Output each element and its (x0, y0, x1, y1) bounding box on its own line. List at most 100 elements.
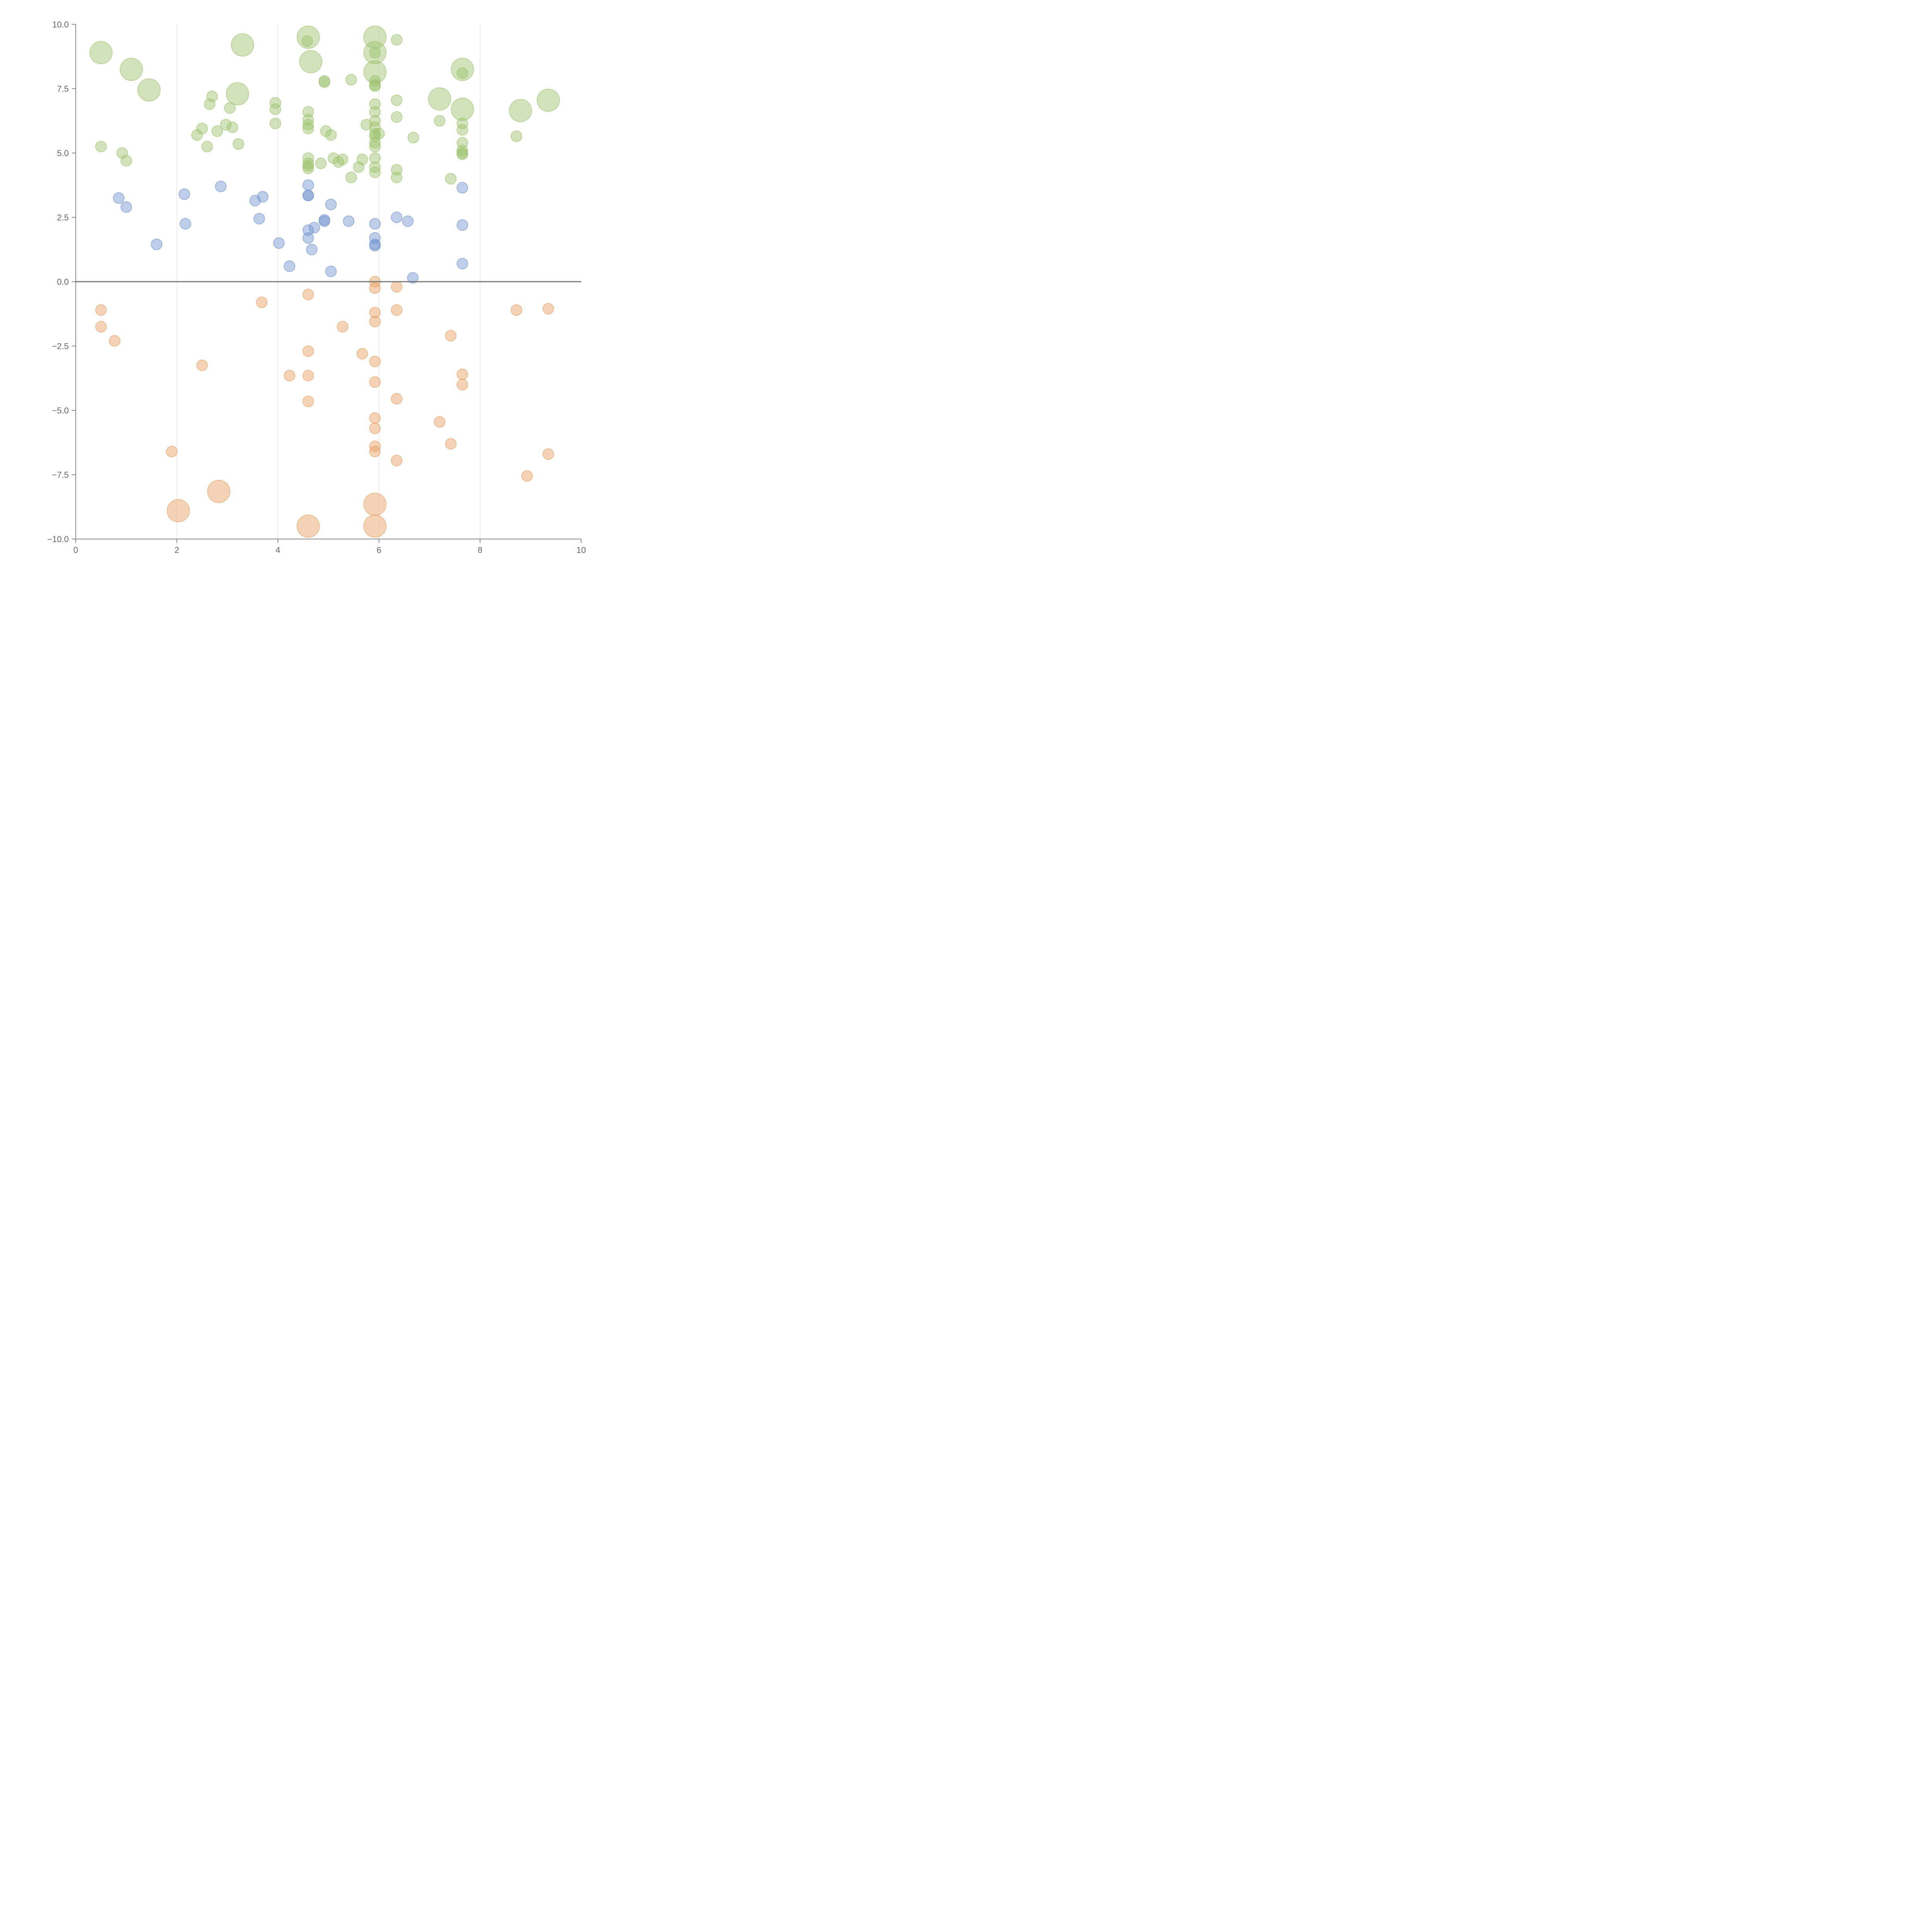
point-green-50 (353, 161, 365, 173)
point-green-56 (369, 80, 381, 92)
point-orange-21 (369, 376, 381, 388)
point-green-44 (325, 129, 337, 141)
x-tick-label: 4 (276, 545, 280, 555)
point-orange-2 (109, 335, 121, 347)
point-orange-32 (434, 416, 446, 428)
point-orange-37 (510, 304, 522, 316)
point-green-28 (269, 97, 281, 109)
point-blue-16 (306, 244, 318, 255)
point-green-35 (302, 122, 314, 134)
point-green-77 (456, 67, 468, 79)
point-green-8 (363, 41, 387, 65)
point-orange-40 (543, 448, 554, 460)
point-orange-26 (363, 493, 387, 516)
point-orange-15 (356, 348, 368, 360)
point-green-70 (391, 94, 403, 106)
point-green-3 (231, 33, 254, 57)
x-tick-label: 6 (377, 545, 381, 555)
x-tick-label: 2 (174, 545, 179, 555)
point-orange-23 (369, 422, 381, 434)
y-tick-label: 2.5 (57, 213, 69, 223)
point-blue-27 (391, 211, 403, 223)
y-tick-label: −5.0 (52, 406, 69, 415)
point-green-74 (407, 132, 419, 143)
x-tick-label: 8 (478, 545, 482, 555)
point-blue-21 (325, 265, 337, 277)
scatter-chart: 10.0 7.5 5.0 2.5 0.0 −2.5 −5.0 −7.5 −10.0 0 2 4 6 8 10 (47, 20, 586, 555)
point-orange-31 (391, 455, 403, 466)
point-green-5 (296, 26, 320, 49)
point-orange-3 (166, 446, 178, 457)
point-blue-29 (407, 272, 419, 284)
point-orange-5 (167, 499, 190, 522)
point-blue-4 (180, 218, 191, 230)
point-green-47 (337, 153, 349, 165)
point-green-76 (445, 173, 457, 185)
y-tick-label: 0.0 (57, 277, 69, 287)
point-orange-6 (207, 480, 230, 503)
point-green-39 (302, 160, 314, 172)
point-green-13 (509, 99, 532, 122)
point-green-64 (369, 141, 381, 153)
point-green-34 (302, 119, 314, 131)
point-blue-26 (369, 240, 381, 252)
y-tick-label: 7.5 (57, 84, 69, 94)
point-orange-7 (256, 296, 268, 308)
point-orange-1 (95, 321, 107, 333)
point-blue-7 (253, 213, 265, 224)
axes: 10.0 7.5 5.0 2.5 0.0 −2.5 −5.0 −7.5 −10.0 0 2 4 6 8 10 (47, 20, 586, 555)
point-green-83 (456, 148, 468, 160)
point-orange-36 (456, 379, 468, 391)
point-blue-17 (308, 222, 320, 233)
point-green-1 (120, 58, 143, 81)
point-green-52 (361, 119, 372, 131)
point-blue-9 (273, 237, 285, 249)
point-green-59 (369, 115, 381, 127)
point-green-27 (233, 138, 244, 150)
point-green-26 (226, 121, 238, 133)
point-green-48 (345, 74, 357, 85)
point-green-65 (369, 152, 381, 164)
y-tick-label: 5.0 (57, 148, 69, 158)
point-green-42 (315, 157, 327, 169)
point-orange-11 (302, 370, 314, 381)
point-orange-12 (302, 395, 314, 407)
point-orange-0 (95, 304, 107, 316)
point-green-21 (204, 98, 216, 110)
point-blue-1 (121, 201, 132, 213)
point-green-2 (137, 78, 161, 102)
point-green-31 (301, 35, 313, 47)
point-blue-22 (343, 215, 355, 227)
point-blue-28 (402, 215, 414, 227)
point-green-75 (434, 115, 446, 127)
point-green-38 (302, 163, 314, 174)
point-orange-10 (302, 345, 314, 357)
point-green-0 (89, 41, 113, 65)
point-green-58 (369, 106, 381, 118)
point-green-69 (391, 34, 403, 46)
point-orange-34 (445, 438, 457, 450)
point-blue-32 (456, 258, 468, 270)
point-orange-38 (521, 470, 533, 482)
point-blue-0 (113, 192, 124, 204)
point-orange-35 (456, 369, 468, 380)
point-green-17 (121, 155, 132, 167)
point-green-67 (369, 167, 381, 178)
point-green-9 (363, 60, 387, 83)
y-tick-label: 10.0 (52, 20, 69, 29)
point-green-49 (345, 172, 357, 184)
point-blue-13 (302, 190, 314, 201)
point-orange-9 (302, 289, 314, 301)
point-green-24 (220, 119, 232, 131)
point-green-84 (510, 130, 522, 142)
point-orange-29 (391, 304, 403, 316)
point-blue-15 (302, 232, 314, 244)
point-blue-8 (257, 191, 269, 202)
point-orange-8 (284, 370, 296, 381)
point-green-73 (391, 172, 403, 184)
point-blue-31 (456, 219, 468, 231)
point-orange-22 (369, 412, 381, 424)
point-orange-33 (445, 330, 457, 342)
point-orange-13 (296, 514, 320, 538)
point-orange-39 (543, 303, 554, 315)
